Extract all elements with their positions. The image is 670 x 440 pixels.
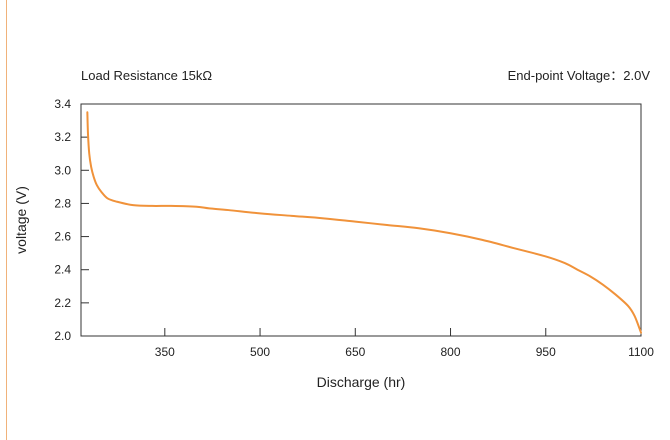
y-tick-label: 3.2: [54, 130, 71, 144]
y-tick-label: 2.6: [54, 230, 71, 244]
annotation-end-point-voltage: End-point Voltage：2.0V: [508, 68, 651, 83]
x-tick-label: 800: [441, 345, 461, 359]
series-line-voltage: [86, 111, 642, 334]
plot-frame: [80, 103, 642, 337]
y-axis-label: voltage (V): [13, 186, 29, 254]
x-tick-label: 350: [155, 345, 175, 359]
x-tick-label: 1100: [628, 345, 654, 359]
x-axis-label: Discharge (hr): [317, 374, 406, 390]
y-tick-label: 2.2: [54, 296, 71, 310]
annotation-load-resistance: Load Resistance 15kΩ: [81, 68, 212, 83]
y-tick-label: 2.4: [54, 263, 71, 277]
x-axis-ticks: 350 500 650 800 950 1100: [155, 328, 654, 359]
y-tick-label: 2.0: [54, 329, 71, 343]
y-tick-label: 2.8: [54, 196, 71, 210]
y-tick-label: 3.0: [54, 163, 71, 177]
x-tick-label: 650: [345, 345, 365, 359]
page-left-border: [6, 0, 7, 440]
y-axis-ticks: 2.0 2.2 2.4 2.6 2.8 3.0 3.2 3.4: [54, 97, 89, 343]
x-tick-label: 950: [536, 345, 556, 359]
x-tick-label: 500: [250, 345, 270, 359]
y-tick-label: 3.4: [54, 97, 71, 111]
